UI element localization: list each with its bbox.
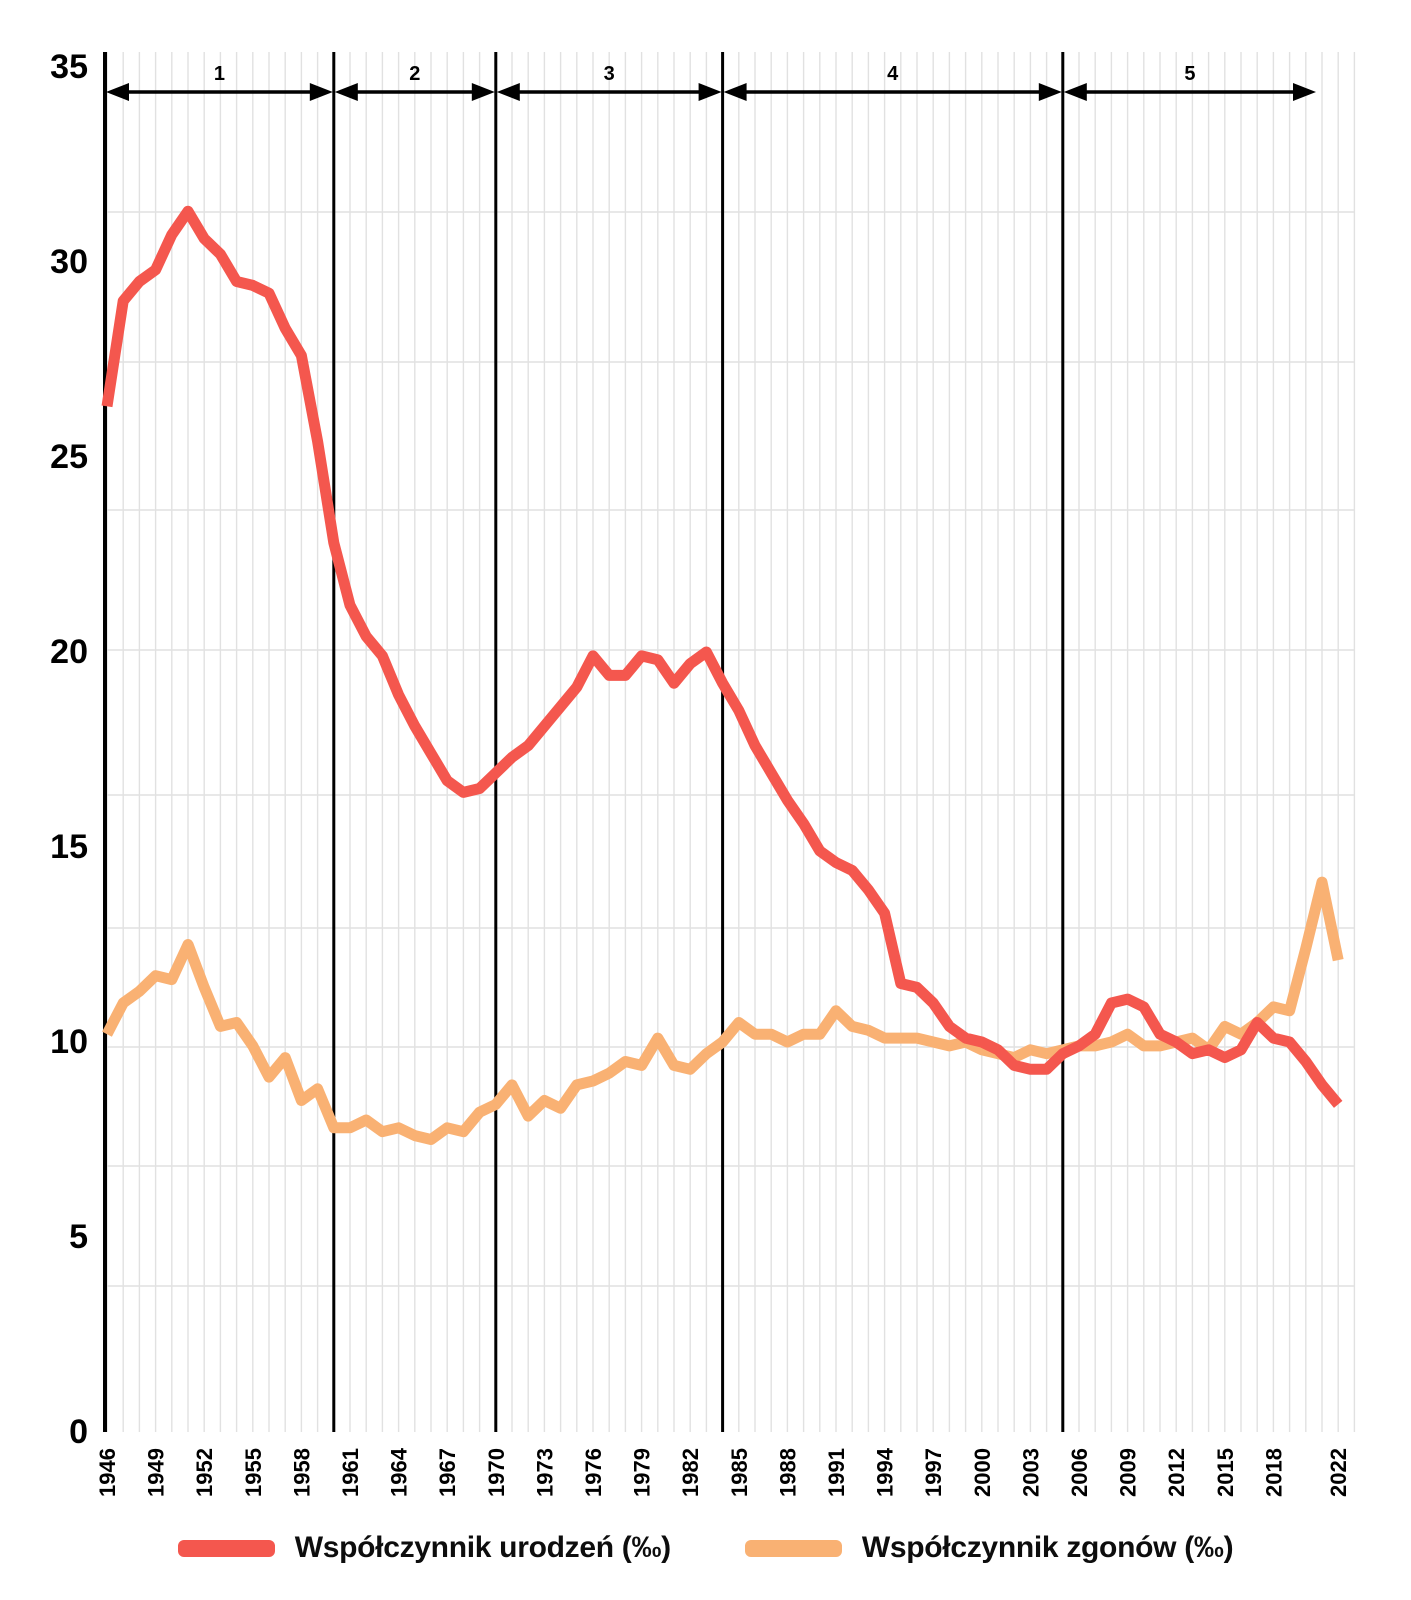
- x-tick-label: 1976: [581, 1448, 606, 1497]
- deaths-line-swatch: [744, 1539, 842, 1557]
- y-tick-label: 5: [69, 1218, 88, 1256]
- series-births-line: [101, 205, 1343, 1108]
- x-tick-label: 1994: [873, 1447, 898, 1497]
- x-tick-label: 1973: [532, 1448, 557, 1497]
- legend: Współczynnik urodzeń (‰) Współczynnik zg…: [0, 1500, 1411, 1596]
- y-tick-label: 10: [50, 1023, 88, 1061]
- x-tick-label: 1988: [775, 1448, 800, 1497]
- series-births-line-group: [101, 205, 1343, 1108]
- arrowhead-right-icon: [1293, 83, 1316, 101]
- x-tick-label: 2015: [1213, 1448, 1238, 1497]
- arrowhead-left-icon: [723, 83, 747, 101]
- arrowhead-right-icon: [1038, 83, 1062, 101]
- x-tick-label: 1952: [192, 1448, 217, 1497]
- x-tick-label: 1979: [630, 1448, 655, 1497]
- x-tick-label: 1970: [484, 1448, 509, 1497]
- y-tick-label: 15: [50, 828, 88, 866]
- section-arrows: 1 2 3 4 5: [106, 63, 1316, 101]
- section-number-label: 1: [214, 63, 225, 85]
- x-tick-label: 2022: [1326, 1448, 1351, 1497]
- y-tick-label: 20: [50, 633, 88, 671]
- y-tick-label: 0: [69, 1413, 88, 1451]
- x-tick-label: 1985: [727, 1448, 752, 1497]
- y-tick-label: 35: [50, 48, 88, 86]
- x-tick-label: 2006: [1067, 1448, 1092, 1497]
- arrowhead-left-icon: [106, 83, 129, 101]
- arrowhead-right-icon: [309, 83, 333, 101]
- series-deaths-line: [102, 876, 1344, 1145]
- arrowhead-right-icon: [471, 83, 495, 101]
- x-tick-label: 1991: [824, 1448, 849, 1497]
- legend-item-births: Współczynnik urodzeń (‰): [177, 1531, 671, 1565]
- x-tick-label: 2009: [1116, 1448, 1141, 1497]
- x-tick-label: 1997: [921, 1448, 946, 1497]
- y-axis-labels: 35 30 25 20 15 10 5 0: [50, 48, 88, 1451]
- legend-label-births: Współczynnik urodzeń (‰): [294, 1531, 671, 1564]
- legend-label-deaths: Współczynnik zgonów (‰): [861, 1531, 1234, 1564]
- x-tick-label: 1961: [338, 1448, 363, 1497]
- axis-and-dividers: [103, 52, 1065, 1432]
- arrowhead-left-icon: [1063, 83, 1087, 101]
- section-number-label: 3: [604, 63, 615, 85]
- arrowhead-left-icon: [496, 83, 520, 101]
- x-tick-label: 2003: [1018, 1448, 1043, 1497]
- x-tick-label: 1967: [435, 1448, 460, 1497]
- x-tick-label: 1949: [144, 1448, 169, 1497]
- x-tick-label: 1946: [95, 1448, 120, 1497]
- x-tick-label: 2000: [970, 1448, 995, 1497]
- y-tick-label: 25: [50, 438, 88, 476]
- arrowhead-left-icon: [334, 83, 358, 101]
- legend-item-deaths: Współczynnik zgonów (‰): [744, 1531, 1234, 1565]
- x-tick-label: 2012: [1164, 1448, 1189, 1497]
- x-tick-label: 1958: [289, 1448, 314, 1497]
- x-axis-labels: 1946 1949 1952 1955 1958 1961 1964 1967 1970 1973…: [95, 1447, 1351, 1497]
- section-number-label: 4: [887, 63, 899, 85]
- y-tick-label: 30: [50, 243, 88, 281]
- x-tick-label: 1955: [241, 1448, 266, 1497]
- x-tick-label: 1982: [678, 1448, 703, 1497]
- section-number-label: 5: [1184, 63, 1195, 85]
- plot-grid: [105, 52, 1356, 1432]
- x-tick-label: 2018: [1261, 1448, 1286, 1497]
- x-tick-label: 1964: [387, 1447, 412, 1497]
- section-number-label: 2: [409, 63, 420, 85]
- births-line-swatch: [177, 1539, 275, 1557]
- series-deaths-line-group: [102, 876, 1344, 1145]
- arrowhead-right-icon: [698, 83, 722, 101]
